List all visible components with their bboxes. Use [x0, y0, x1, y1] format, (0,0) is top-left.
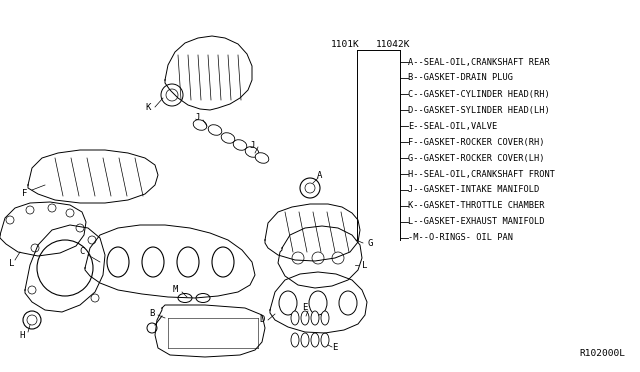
Ellipse shape	[301, 311, 309, 325]
Ellipse shape	[107, 247, 129, 277]
Text: E: E	[332, 343, 338, 353]
Text: G: G	[367, 238, 372, 247]
Text: F: F	[22, 189, 28, 198]
Ellipse shape	[208, 125, 222, 135]
Ellipse shape	[196, 294, 210, 302]
Ellipse shape	[339, 291, 357, 315]
Text: H: H	[19, 330, 25, 340]
Ellipse shape	[212, 247, 234, 277]
Text: C: C	[79, 247, 84, 257]
Ellipse shape	[193, 120, 207, 130]
Ellipse shape	[301, 333, 309, 347]
Ellipse shape	[178, 294, 192, 302]
Ellipse shape	[279, 291, 297, 315]
Text: F--GASKET-ROCKER COVER(RH): F--GASKET-ROCKER COVER(RH)	[408, 138, 545, 147]
Ellipse shape	[291, 333, 299, 347]
Ellipse shape	[221, 133, 235, 143]
Ellipse shape	[321, 333, 329, 347]
Text: L: L	[362, 260, 368, 269]
Text: -M--O-RINGS- OIL PAN: -M--O-RINGS- OIL PAN	[408, 234, 513, 243]
Text: B--GASKET-DRAIN PLUG: B--GASKET-DRAIN PLUG	[408, 74, 513, 83]
Ellipse shape	[177, 247, 199, 277]
Ellipse shape	[291, 311, 299, 325]
Text: A: A	[317, 170, 323, 180]
Text: L--GASKET-EXHAUST MANIFOLD: L--GASKET-EXHAUST MANIFOLD	[408, 218, 545, 227]
Ellipse shape	[311, 311, 319, 325]
Text: D: D	[259, 315, 265, 324]
Text: J: J	[195, 113, 200, 122]
Ellipse shape	[309, 291, 327, 315]
Text: 11042K: 11042K	[376, 40, 410, 49]
Ellipse shape	[311, 333, 319, 347]
Text: E: E	[302, 304, 308, 312]
Text: H--SEAL-OIL,CRANKSHAFT FRONT: H--SEAL-OIL,CRANKSHAFT FRONT	[408, 170, 555, 179]
Text: J: J	[250, 141, 255, 150]
Text: R102000L: R102000L	[579, 349, 625, 358]
Text: C--GASKET-CYLINDER HEAD(RH): C--GASKET-CYLINDER HEAD(RH)	[408, 90, 550, 99]
Ellipse shape	[245, 147, 259, 157]
Text: K: K	[145, 103, 150, 112]
Text: B: B	[149, 308, 155, 317]
Text: D--GASKET-SYLINDER HEAD(LH): D--GASKET-SYLINDER HEAD(LH)	[408, 106, 550, 115]
Text: 1101K: 1101K	[331, 40, 360, 49]
Text: E--SEAL-OIL,VALVE: E--SEAL-OIL,VALVE	[408, 122, 497, 131]
Text: L: L	[10, 259, 15, 267]
Ellipse shape	[142, 247, 164, 277]
Text: K--GASKET-THROTTLE CHAMBER: K--GASKET-THROTTLE CHAMBER	[408, 202, 545, 211]
Text: J--GASKET-INTAKE MANIFOLD: J--GASKET-INTAKE MANIFOLD	[408, 186, 540, 195]
Text: G--GASKET-ROCKER COVER(LH): G--GASKET-ROCKER COVER(LH)	[408, 154, 545, 163]
Ellipse shape	[321, 311, 329, 325]
Ellipse shape	[233, 140, 247, 150]
Text: M: M	[172, 285, 178, 295]
Text: A--SEAL-OIL,CRANKSHAFT REAR: A--SEAL-OIL,CRANKSHAFT REAR	[408, 58, 550, 67]
Ellipse shape	[255, 153, 269, 163]
